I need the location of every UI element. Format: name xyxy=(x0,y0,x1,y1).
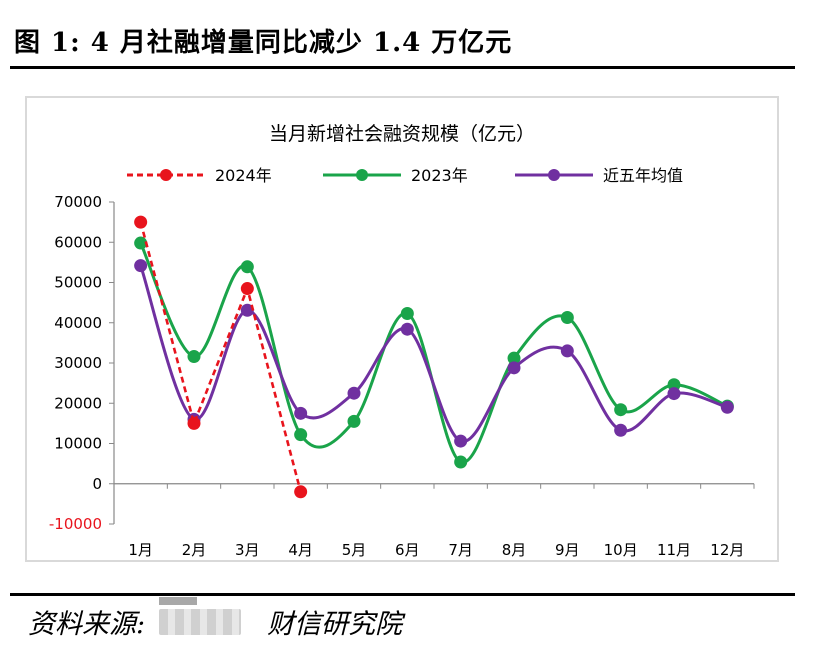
data-point xyxy=(721,401,734,414)
data-point xyxy=(454,435,467,448)
y-tick-label: 0 xyxy=(92,475,102,493)
data-point xyxy=(188,350,201,363)
source-name: 财信研究院 xyxy=(267,602,402,641)
data-point xyxy=(294,485,307,498)
x-tick-label: 2月 xyxy=(182,541,207,559)
data-point xyxy=(561,311,574,324)
x-tick-label: 6月 xyxy=(395,541,420,559)
redacted-mark xyxy=(159,609,241,635)
figure-title: 图 1: 4 月社融增量同比减少 1.4 万亿元 xyxy=(14,22,512,59)
x-tick-label: 8月 xyxy=(502,541,527,559)
data-point xyxy=(508,361,521,374)
legend: 2024年 2023年 近五年均值 xyxy=(127,166,683,185)
data-point xyxy=(348,415,361,428)
data-point xyxy=(294,407,307,420)
chart-panel: 当月新增社会融资规模（亿元） 2024年 2023年 近五年均值 -10000 0 10… xyxy=(25,96,779,562)
legend-label: 2024年 xyxy=(215,166,272,185)
legend-swatch-marker xyxy=(356,169,368,181)
data-point xyxy=(134,216,147,229)
series-line xyxy=(141,243,728,462)
data-point xyxy=(561,344,574,357)
data-point xyxy=(401,323,414,336)
y-tick-label: -10000 xyxy=(49,515,102,533)
legend-swatch-marker xyxy=(548,169,560,181)
source-label: 资料来源: xyxy=(28,602,145,641)
x-tick-label: 5月 xyxy=(342,541,367,559)
x-tick-label: 7月 xyxy=(448,541,473,559)
data-point xyxy=(241,260,254,273)
y-tick-label: 30000 xyxy=(54,354,102,372)
chart-title: 当月新增社会融资规模（亿元） xyxy=(269,123,535,145)
data-point xyxy=(454,456,467,469)
series-line xyxy=(141,266,728,442)
data-point xyxy=(401,307,414,320)
line-chart: 当月新增社会融资规模（亿元） 2024年 2023年 近五年均值 -10000 0 10… xyxy=(27,98,777,560)
top-rule xyxy=(10,66,795,69)
x-tick-label: 1月 xyxy=(128,541,153,559)
data-point xyxy=(614,424,627,437)
legend-label: 2023年 xyxy=(411,166,468,185)
y-tick-label: 40000 xyxy=(54,314,102,332)
y-tick-label: 20000 xyxy=(54,394,102,412)
data-point xyxy=(614,403,627,416)
data-point xyxy=(188,417,201,430)
y-tick-label: 70000 xyxy=(54,193,102,211)
series-0 xyxy=(134,216,307,499)
data-point xyxy=(134,259,147,272)
x-tick-label: 3月 xyxy=(235,541,260,559)
data-point xyxy=(294,428,307,441)
legend-swatch-marker xyxy=(160,169,172,181)
data-point xyxy=(668,387,681,400)
x-tick-label: 9月 xyxy=(555,541,580,559)
data-point xyxy=(241,282,254,295)
x-tick-label: 12月 xyxy=(710,541,744,559)
series-layer xyxy=(134,216,734,499)
data-point xyxy=(348,387,361,400)
series-2 xyxy=(134,259,734,447)
legend-label: 近五年均值 xyxy=(603,166,683,185)
x-tick-label: 10月 xyxy=(604,541,638,559)
x-tick-label: 4月 xyxy=(288,541,313,559)
bottom-rule xyxy=(10,593,795,596)
x-tick-label: 11月 xyxy=(657,541,691,559)
y-tick-label: 60000 xyxy=(54,233,102,251)
source-line: 资料来源: 财信研究院 xyxy=(28,602,402,641)
axes: -10000 0 10000 20000 30000 40000 50000 60000 700… xyxy=(49,193,754,559)
y-tick-label: 50000 xyxy=(54,274,102,292)
y-tick-label: 10000 xyxy=(54,435,102,453)
